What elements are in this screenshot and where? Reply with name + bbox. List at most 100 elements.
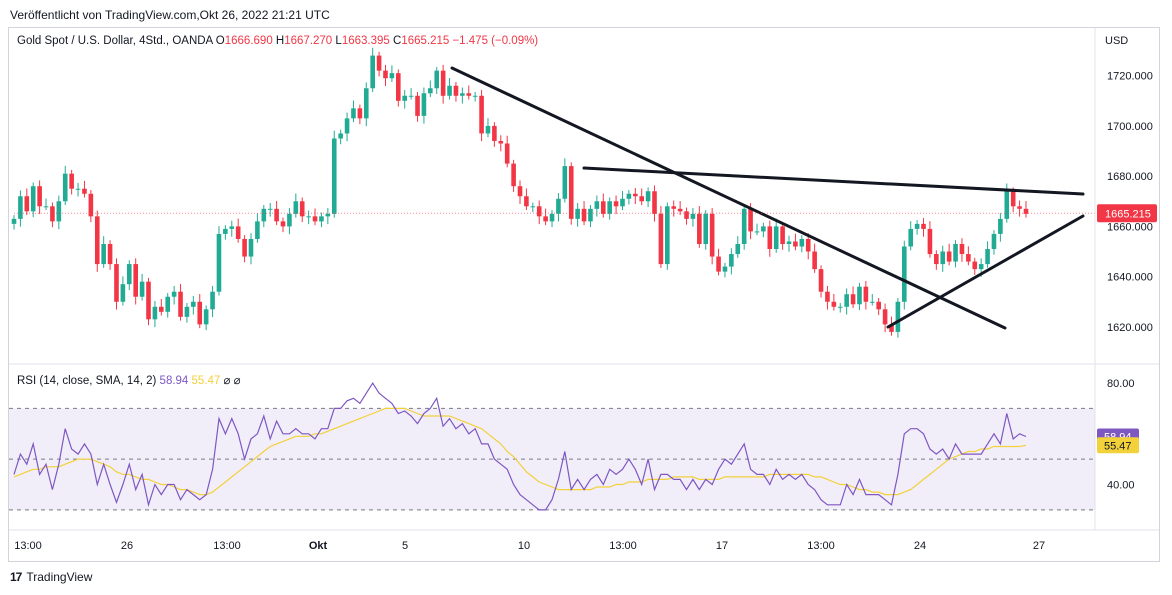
candle-body xyxy=(703,213,709,244)
candle-body xyxy=(632,193,638,197)
rsi-label[interactable]: RSI (14, close, SMA, 14, 2) xyxy=(17,375,157,387)
candle-body xyxy=(568,166,574,219)
time-tick-label: 24 xyxy=(914,540,926,552)
trendlines xyxy=(450,66,1085,330)
candle-body xyxy=(626,193,632,199)
candle-body xyxy=(18,196,23,219)
candle-body xyxy=(191,301,196,307)
candle-body xyxy=(991,233,997,250)
candle-body xyxy=(171,291,177,297)
time-tick-label: 13:00 xyxy=(807,540,835,552)
candle-body xyxy=(709,213,715,257)
price-tick-label: 1700.000 xyxy=(1107,121,1153,133)
candle-body xyxy=(927,228,933,255)
candle-body xyxy=(24,196,30,212)
candle-body xyxy=(203,309,209,325)
candle-body xyxy=(293,201,299,214)
candle-body xyxy=(799,238,805,247)
candle-body xyxy=(178,291,183,317)
candle-body xyxy=(274,208,279,222)
candle-body xyxy=(120,284,126,302)
candle-body xyxy=(363,88,369,119)
candle-body xyxy=(921,223,926,229)
candle-body xyxy=(184,306,190,317)
rsi-tick-label: 40.00 xyxy=(1107,480,1135,492)
candle-body xyxy=(453,85,459,96)
candle-body xyxy=(934,254,939,265)
candle-body xyxy=(741,208,747,244)
candle-body xyxy=(511,163,516,187)
candle-body xyxy=(729,254,734,267)
candle-body xyxy=(370,55,375,89)
candle-body xyxy=(831,301,837,307)
candle-body xyxy=(492,125,497,141)
candle-body xyxy=(434,70,440,89)
candle-body xyxy=(844,294,849,307)
candle-body xyxy=(722,266,728,272)
candle-body xyxy=(242,238,247,257)
trendline-upper xyxy=(450,66,1007,330)
candle-body xyxy=(460,93,465,96)
published-note: Veröffentlicht von TradingView.com,Okt 2… xyxy=(10,8,330,22)
candle-body xyxy=(805,238,811,252)
low-label: L xyxy=(335,35,342,47)
candle-body xyxy=(671,206,677,209)
symbol-name[interactable]: Gold Spot / U.S. Dollar, 4Std., OANDA xyxy=(17,35,213,47)
price-tick-label: 1680.000 xyxy=(1107,171,1153,183)
candle-body xyxy=(767,226,773,250)
candle-body xyxy=(126,264,132,285)
candle-body xyxy=(351,108,356,119)
candle-body xyxy=(472,95,478,97)
chart-frame xyxy=(8,27,1160,562)
time-axis: 13:00 26 13:00 Okt 5 10 13:00 17 13:00 24 27 xyxy=(14,540,1045,552)
open-value: 1666.690 xyxy=(224,35,273,47)
rsi-sma-badge xyxy=(1097,437,1139,454)
tradingview-logo-icon[interactable]: 17 xyxy=(10,570,22,584)
time-tick-label: 17 xyxy=(716,540,728,552)
candle-body xyxy=(94,216,100,265)
candle-body xyxy=(133,264,138,297)
candle-body xyxy=(216,233,222,292)
candle-body xyxy=(383,70,388,79)
low-value: 1663.395 xyxy=(341,35,390,47)
candle-body xyxy=(331,138,337,214)
candle-body xyxy=(447,85,452,96)
candle-body xyxy=(408,95,414,97)
candle-body xyxy=(530,206,536,208)
rsi-tick-label: 80.00 xyxy=(1107,378,1135,390)
candle-body xyxy=(825,291,830,302)
candle-body xyxy=(837,306,843,308)
hidden-value-icon: ⌀ xyxy=(223,375,231,387)
candle-body xyxy=(793,241,798,247)
candle-body xyxy=(697,213,702,244)
candle-body xyxy=(857,286,862,305)
candle-body xyxy=(556,198,561,214)
candle-body xyxy=(248,238,254,257)
high-label: H xyxy=(275,35,285,47)
time-tick-label: 10 xyxy=(518,540,530,552)
candle-body xyxy=(966,254,971,262)
candle-body xyxy=(998,218,1003,234)
candle-body xyxy=(229,226,235,229)
candle-body xyxy=(197,301,203,325)
candle-body xyxy=(504,143,510,164)
candle-body xyxy=(261,208,267,222)
time-tick-label: Okt xyxy=(309,540,328,552)
candle-body xyxy=(107,243,113,265)
candle-body xyxy=(972,261,978,270)
candle-body xyxy=(1023,208,1029,214)
candle-body xyxy=(549,213,555,222)
candle-body xyxy=(575,208,580,219)
time-tick-label: 13:00 xyxy=(213,540,241,552)
candle-body xyxy=(338,133,343,139)
candle-body xyxy=(101,243,106,265)
rsi-sma-label: 55.47 xyxy=(1104,440,1132,452)
currency-label: USD xyxy=(1105,35,1129,47)
last-price-badge xyxy=(1097,204,1157,223)
close-value: 1665.215 xyxy=(401,35,450,47)
candle-body xyxy=(716,256,721,272)
candle-body xyxy=(959,243,965,255)
candle-body xyxy=(536,206,542,217)
footer-brand[interactable]: TradingView xyxy=(26,570,93,584)
